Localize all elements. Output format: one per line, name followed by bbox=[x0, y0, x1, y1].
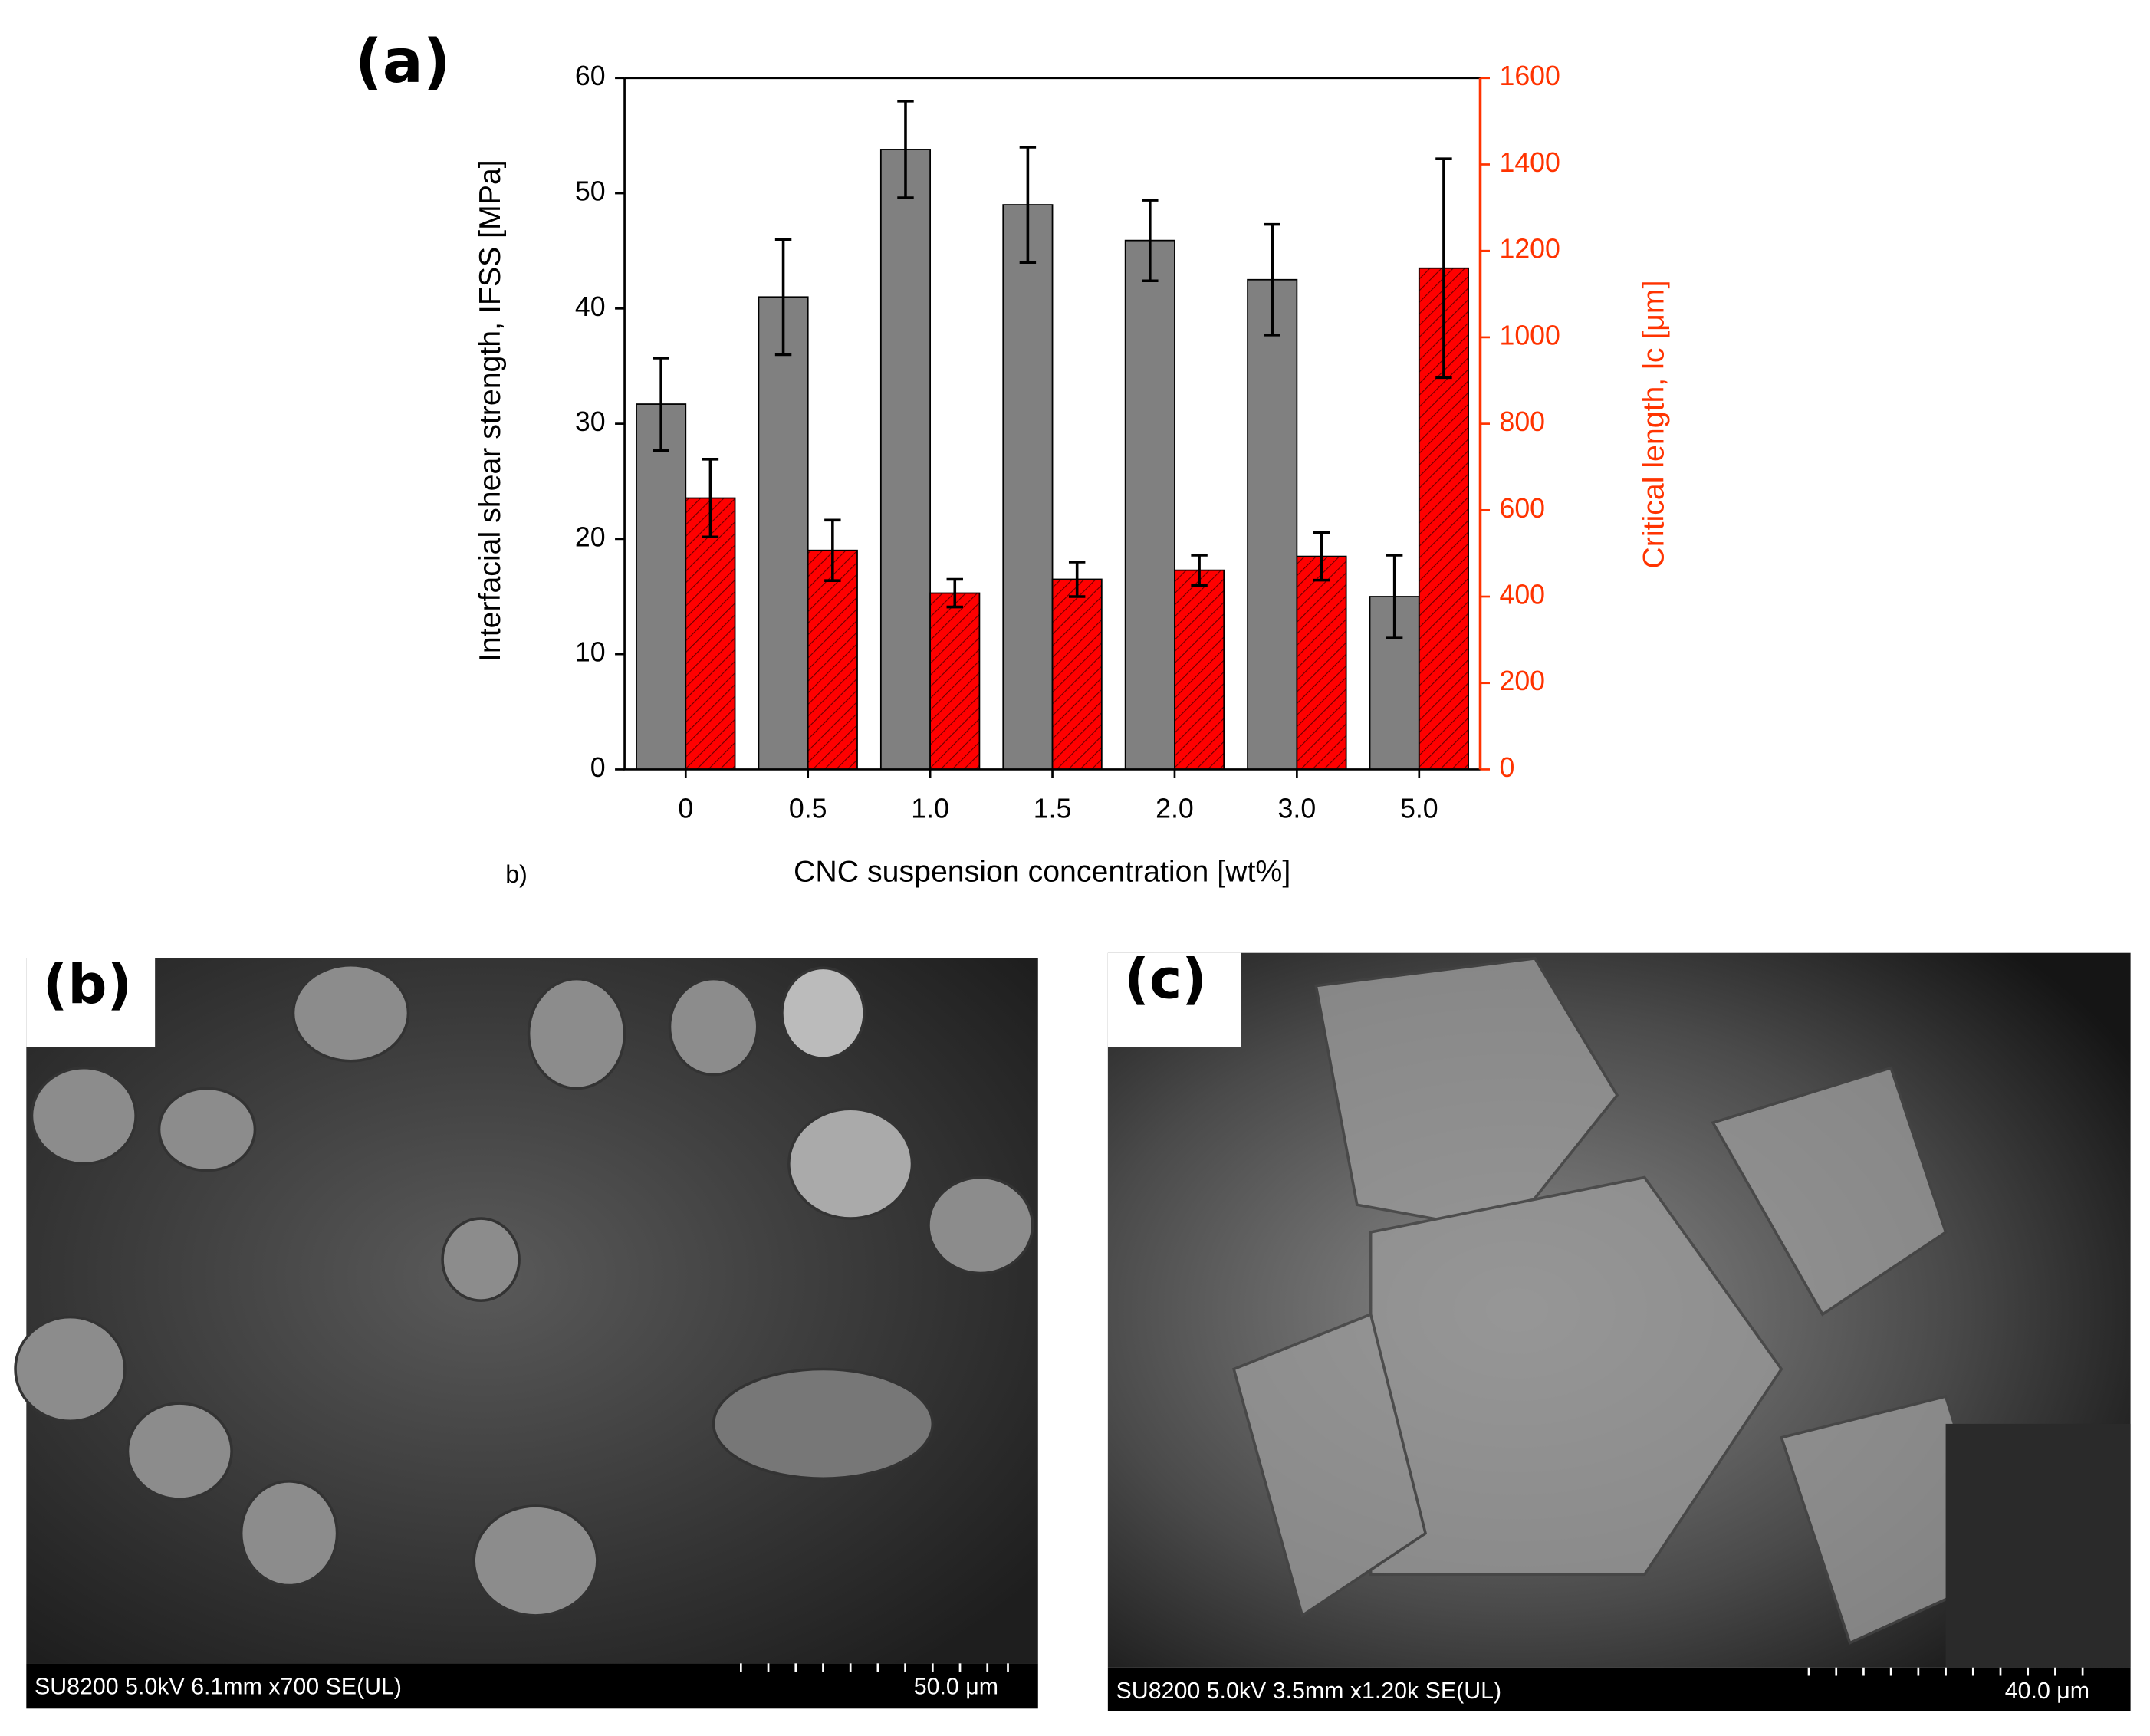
bar bbox=[758, 296, 809, 771]
x-tick-label: 1.5 bbox=[1034, 793, 1072, 824]
x-tick-label: 0 bbox=[678, 793, 693, 824]
y-tick-label: 30 bbox=[575, 406, 606, 437]
error-bar bbox=[824, 518, 841, 582]
error-bar bbox=[1019, 146, 1037, 265]
y2-tick-label: 1400 bbox=[1500, 147, 1560, 178]
error-bar bbox=[653, 357, 669, 452]
bar bbox=[1296, 555, 1347, 771]
y2-axis-label: Critical length, lc [μm] bbox=[1636, 280, 1670, 568]
panel-label: (b) bbox=[43, 953, 132, 1017]
error-bar bbox=[897, 100, 914, 199]
scale-bar: 40.0 μm bbox=[2005, 1678, 2089, 1704]
error-bar bbox=[1386, 554, 1403, 639]
plot-frame bbox=[623, 77, 1481, 771]
bar bbox=[636, 403, 687, 771]
bar bbox=[1051, 578, 1103, 771]
x-tick-label: 2.0 bbox=[1156, 793, 1194, 824]
bar bbox=[1247, 278, 1298, 771]
y2-tick-label: 1200 bbox=[1500, 234, 1560, 265]
bar bbox=[1174, 569, 1225, 771]
x-tick-label: 3.0 bbox=[1278, 793, 1317, 824]
error-bar bbox=[1313, 531, 1330, 582]
error-bar bbox=[702, 458, 719, 539]
x-tick-label: 0.5 bbox=[789, 793, 827, 824]
y2-tick-label: 400 bbox=[1500, 579, 1546, 610]
x-axis-label: CNC suspension concentration [wt%] bbox=[794, 855, 1290, 889]
y2-tick-label: 1000 bbox=[1500, 320, 1560, 350]
annotation: b) bbox=[505, 860, 528, 888]
y-tick-label: 20 bbox=[575, 521, 606, 552]
bar bbox=[685, 497, 736, 771]
error-bar bbox=[1191, 554, 1208, 587]
sem-image-c bbox=[1107, 952, 2131, 1711]
y2-tick-label: 200 bbox=[1500, 666, 1546, 696]
error-bar bbox=[1264, 222, 1280, 337]
bar bbox=[807, 549, 858, 771]
bar bbox=[1418, 267, 1469, 771]
sem-info: SU8200 5.0kV 6.1mm x700 SE(UL) bbox=[35, 1675, 402, 1700]
y-tick-label: 60 bbox=[575, 61, 606, 91]
error-bar bbox=[1068, 561, 1086, 598]
x-tick-label: 1.0 bbox=[911, 793, 949, 824]
y-tick-label: 40 bbox=[575, 291, 606, 322]
error-bar bbox=[1435, 157, 1452, 380]
bar bbox=[1002, 204, 1054, 771]
bar bbox=[1124, 239, 1175, 771]
error-bar bbox=[774, 238, 792, 357]
y-axis-label: Interfacial shear strength, IFSS [MPa] bbox=[473, 159, 507, 662]
x-tick-label: 5.0 bbox=[1400, 793, 1438, 824]
y-tick-label: 50 bbox=[575, 176, 606, 206]
y2-tick-label: 0 bbox=[1500, 752, 1515, 783]
y2-tick-label: 800 bbox=[1500, 406, 1546, 437]
y2-tick-label: 1600 bbox=[1500, 61, 1560, 91]
error-bar bbox=[1142, 199, 1159, 283]
error-bar bbox=[946, 577, 963, 609]
sem-image-b bbox=[14, 958, 1038, 1709]
scale-bar: 50.0 μm bbox=[914, 1675, 998, 1700]
bar bbox=[879, 149, 932, 771]
y2-tick-label: 600 bbox=[1500, 493, 1546, 524]
sem-info: SU8200 5.0kV 3.5mm x1.20k SE(UL) bbox=[1116, 1678, 1502, 1704]
y-tick-label: 10 bbox=[575, 637, 606, 668]
y-tick-label: 0 bbox=[590, 752, 606, 783]
chart-title: (a) bbox=[355, 26, 451, 97]
panel-label: (c) bbox=[1124, 948, 1207, 1011]
bar bbox=[929, 592, 981, 771]
